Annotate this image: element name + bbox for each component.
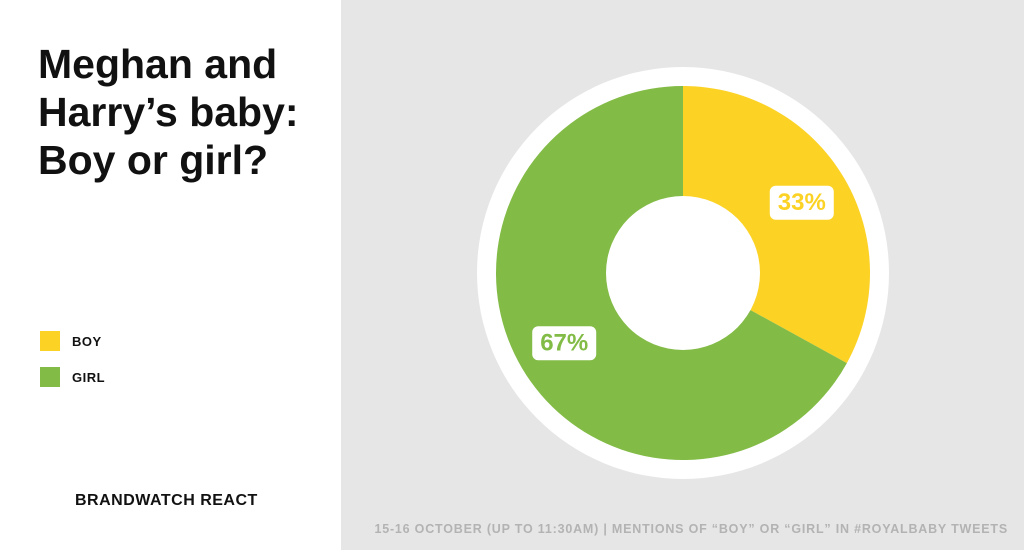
- data-label: 33%: [769, 185, 834, 220]
- data-label-text: 33%: [778, 189, 826, 216]
- source: BRANDWATCH REACT: [75, 492, 258, 509]
- data-label: 67%: [532, 326, 597, 361]
- chart-title: Meghan and Harry’s baby: Boy or girl?: [38, 41, 299, 183]
- legend-swatch: [40, 367, 60, 387]
- legend-item: GIRL: [40, 367, 105, 387]
- chart: 33% 67%: [477, 67, 889, 479]
- legend-label: GIRL: [72, 369, 106, 385]
- data-label-box: [769, 185, 834, 220]
- legend-swatch: [40, 331, 60, 351]
- donut-hole: [606, 196, 760, 350]
- data-label-box: [532, 326, 597, 361]
- data-label-text: 67%: [540, 330, 588, 357]
- legend-label: BOY: [72, 333, 102, 349]
- footnote: 15-16 OCTOBER (UP TO 11:30AM) | MENTIONS…: [374, 522, 1008, 536]
- legend-item: BOY: [40, 331, 102, 351]
- left-panel: Meghan and Harry’s baby: Boy or girl? BO…: [0, 0, 341, 550]
- chart-panel: 33% 67% 15-16 OCTOBER (UP TO 11:30AM) | M…: [341, 0, 1024, 550]
